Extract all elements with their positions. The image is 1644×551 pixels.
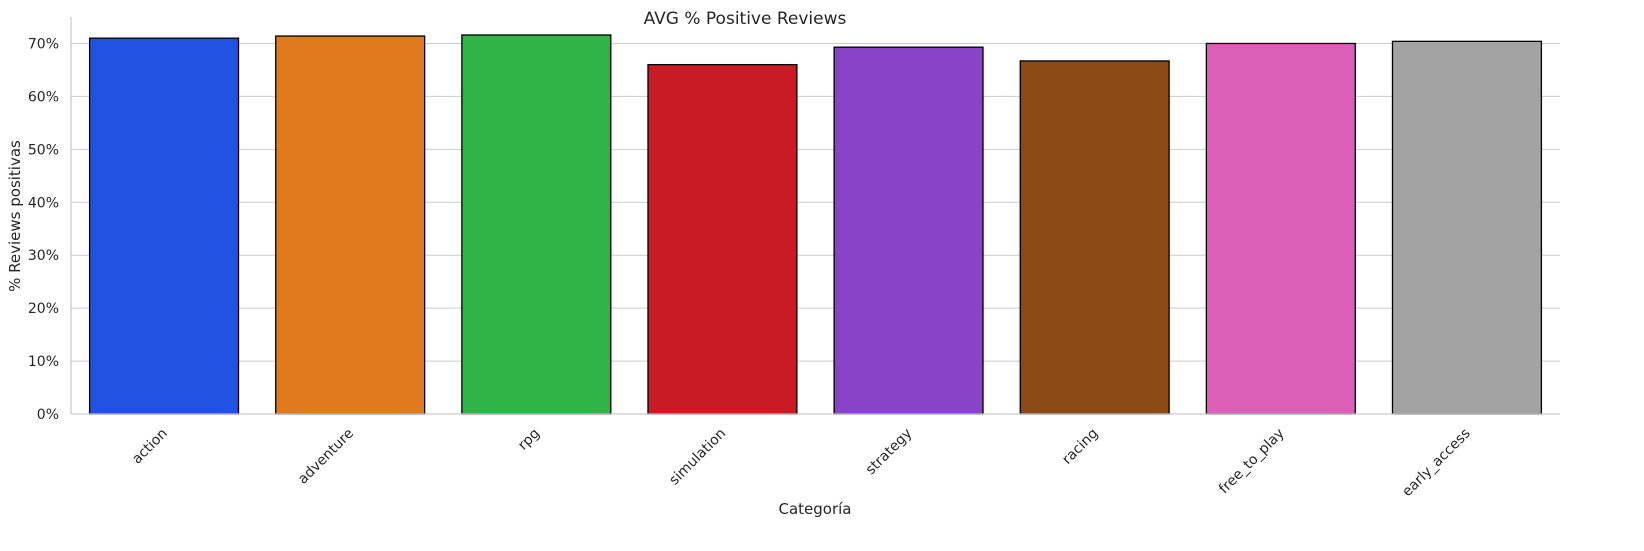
bar-racing [1019, 60, 1170, 415]
x-tick-label: action [129, 426, 171, 468]
x-tick-label: adventure [295, 426, 357, 488]
y-tick-label: 60% [28, 89, 59, 105]
x-tick-label: racing [1059, 426, 1101, 468]
y-tick-label: 40% [28, 195, 59, 211]
axes [70, 17, 1560, 415]
x-tick-label: early_access [1399, 426, 1473, 500]
x-tick-label: free_to_play [1216, 426, 1288, 498]
x-tick-label: simulation [666, 426, 729, 489]
x-axis-label: Categoría [778, 500, 851, 518]
chart-title: AVG % Positive Reviews [644, 9, 847, 29]
y-axis-label: % Reviews positivas [6, 140, 24, 292]
y-tick-label: 70% [28, 36, 59, 52]
bar-adventure [275, 35, 426, 415]
bars [88, 34, 1543, 415]
y-tick-label: 30% [28, 248, 59, 264]
bar-simulation [647, 63, 798, 415]
y-tick-labels: 0% 10% 20% 30% 40% 50% 60% 70% [28, 36, 59, 423]
y-tick-label: 20% [28, 301, 59, 317]
y-tick-label: 50% [28, 142, 59, 158]
x-tick-label: strategy [863, 426, 916, 479]
x-tick-label: rpg [515, 426, 543, 454]
bar-free_to_play [1205, 42, 1356, 415]
bar-early_access [1391, 40, 1543, 415]
bar-strategy [833, 46, 984, 415]
bar-action [88, 37, 240, 415]
x-tick-labels: action adventure rpg simulation strategy raci… [129, 426, 1474, 500]
y-tick-label: 0% [37, 407, 59, 423]
bar-rpg [461, 34, 612, 415]
y-tick-label: 10% [28, 354, 59, 370]
